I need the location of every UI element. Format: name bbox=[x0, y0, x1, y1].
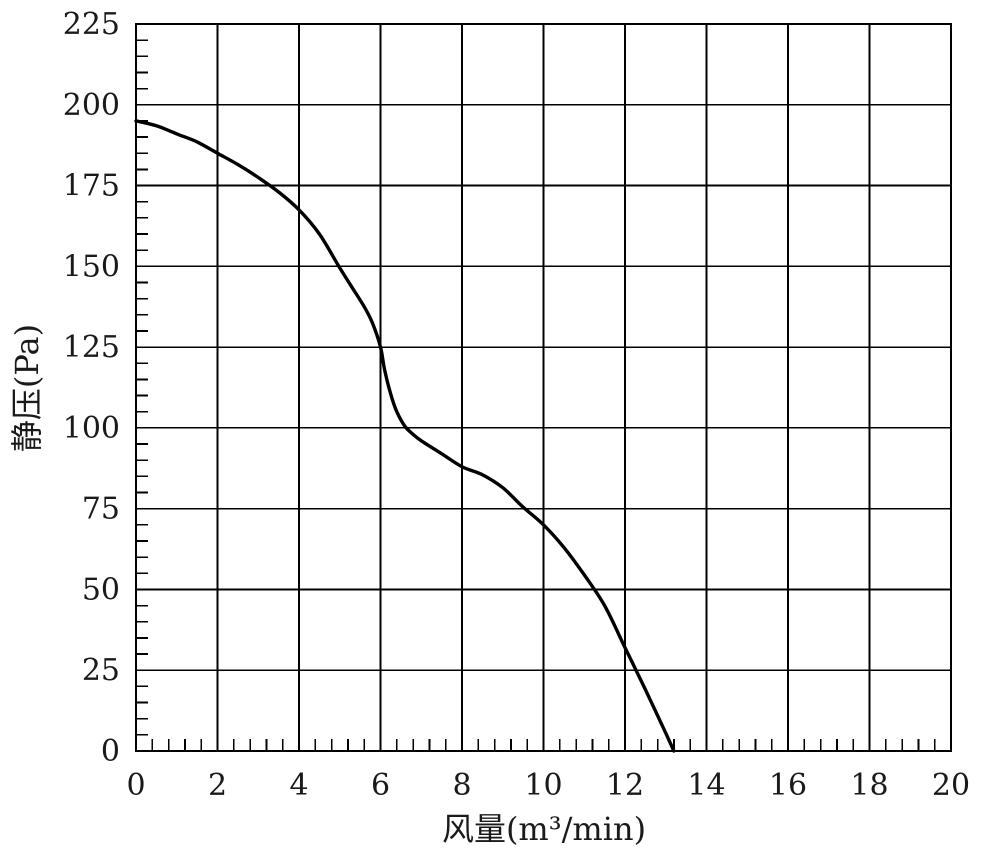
plot-border bbox=[135, 23, 952, 752]
y-tick-label: 150 bbox=[63, 249, 120, 284]
tick-layer bbox=[136, 39, 936, 751]
x-axis-title: 风量(m³/min) bbox=[442, 810, 646, 848]
y-tick-label: 225 bbox=[63, 7, 120, 42]
y-tick-label: 200 bbox=[63, 88, 120, 123]
y-tick-label: 75 bbox=[82, 492, 120, 527]
y-axis-title: 静压(Pa) bbox=[8, 324, 46, 452]
x-tick-label: 0 bbox=[126, 768, 145, 803]
x-tick-label: 8 bbox=[452, 768, 471, 803]
plot-frame bbox=[135, 23, 952, 752]
x-tick-label: 2 bbox=[208, 768, 227, 803]
grid-layer bbox=[135, 23, 952, 752]
x-tick-label: 14 bbox=[687, 768, 725, 803]
x-tick-label: 10 bbox=[524, 768, 562, 803]
x-tick-label: 20 bbox=[932, 768, 970, 803]
tick-label-layer: 0 2 4 6 8 10 12 14 16 18 2002550751001251501752002… bbox=[63, 7, 970, 803]
x-tick-label: 4 bbox=[289, 768, 308, 803]
y-tick-label: 50 bbox=[82, 572, 120, 607]
y-tick-label: 175 bbox=[63, 169, 120, 204]
x-tick-label: 16 bbox=[769, 768, 807, 803]
y-tick-label: 25 bbox=[82, 653, 120, 688]
x-tick-label: 18 bbox=[850, 768, 888, 803]
y-tick-label: 100 bbox=[63, 411, 120, 446]
pq-curve bbox=[134, 119, 676, 753]
x-tick-label: 12 bbox=[606, 768, 644, 803]
y-tick-label: 125 bbox=[63, 330, 120, 365]
y-tick-label: 0 bbox=[101, 734, 120, 769]
x-tick-label: 6 bbox=[371, 768, 390, 803]
